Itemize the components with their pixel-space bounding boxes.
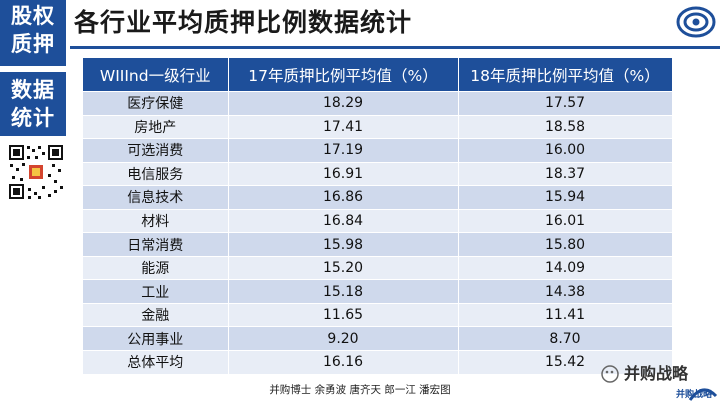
value-2017-cell: 16.84: [228, 208, 459, 233]
brand-logo-icon: [676, 6, 716, 38]
value-2018-cell: 17.57: [458, 91, 673, 116]
page-title: 各行业平均质押比例数据统计: [74, 8, 413, 37]
sidebar-section-line-1: 股权: [11, 4, 55, 28]
industry-cell: 工业: [83, 279, 229, 304]
industry-cell: 日常消费: [83, 232, 229, 257]
column-header-2017: 17年质押比例平均值（%）: [228, 58, 459, 92]
table-row: 信息技术 16.86 15.94: [83, 185, 673, 210]
table-row: 总体平均 16.16 15.42: [83, 350, 673, 374]
value-2017-cell: 15.18: [228, 279, 459, 304]
value-2017-cell: 15.20: [228, 255, 459, 280]
table-row: 工业 15.18 14.38: [83, 279, 673, 304]
value-2018-cell: 14.09: [458, 255, 673, 280]
value-2017-cell: 15.98: [228, 232, 459, 257]
industry-cell: 信息技术: [83, 185, 229, 210]
table-row: 日常消费 15.98 15.80: [83, 232, 673, 257]
author-credits: 并购博士 余勇波 唐齐天 郎一江 潘宏图: [269, 384, 451, 396]
brand-badge-text: 并购战略: [676, 390, 713, 400]
table-row: 金融 11.65 11.41: [83, 302, 673, 327]
column-header-industry: WIIInd一级行业: [83, 58, 229, 92]
sidebar-subsection-line-2: 统计: [11, 106, 55, 130]
value-2018-cell: 18.37: [458, 161, 673, 186]
table-header-row: WIIInd一级行业 17年质押比例平均值（%） 18年质押比例平均值（%）: [83, 58, 673, 92]
industry-pledge-table: WIIInd一级行业 17年质押比例平均值（%） 18年质押比例平均值（%） 医…: [83, 58, 673, 374]
table-row: 公用事业 9.20 8.70: [83, 326, 673, 351]
value-2017-cell: 9.20: [228, 326, 459, 351]
value-2018-cell: 11.41: [458, 302, 673, 327]
value-2018-cell: 8.70: [458, 326, 673, 351]
value-2017-cell: 11.65: [228, 302, 459, 327]
value-2017-cell: 16.91: [228, 161, 459, 186]
industry-cell: 可选消费: [83, 138, 229, 163]
brand-watermark-icon: [601, 365, 718, 401]
title-divider: [70, 46, 720, 49]
value-2018-cell: 14.38: [458, 279, 673, 304]
value-2017-cell: 16.86: [228, 185, 459, 210]
industry-cell: 能源: [83, 255, 229, 280]
value-2018-cell: 15.42: [458, 350, 673, 374]
value-2018-cell: 18.58: [458, 114, 673, 139]
brand-watermark-text: 并购战略: [624, 364, 689, 383]
value-2018-cell: 16.00: [458, 138, 673, 163]
value-2017-cell: 17.41: [228, 114, 459, 139]
sidebar-subsection-tile: 数据 统计: [0, 72, 66, 136]
table-row: 可选消费 17.19 16.00: [83, 138, 673, 163]
value-2017-cell: 16.16: [228, 350, 459, 374]
industry-cell: 医疗保健: [83, 91, 229, 116]
table-row: 能源 15.20 14.09: [83, 255, 673, 280]
value-2017-cell: 18.29: [228, 91, 459, 116]
table-row: 房地产 17.41 18.58: [83, 114, 673, 139]
industry-cell: 材料: [83, 208, 229, 233]
sidebar-section-line-2: 质押: [11, 32, 55, 56]
value-2018-cell: 15.80: [458, 232, 673, 257]
value-2018-cell: 16.01: [458, 208, 673, 233]
value-2018-cell: 15.94: [458, 185, 673, 210]
column-header-2018: 18年质押比例平均值（%）: [458, 58, 673, 92]
sidebar-section-tile: 股权 质押: [0, 0, 66, 66]
sidebar-subsection-line-1: 数据: [11, 78, 55, 102]
table-row: 医疗保健 18.29 17.57: [83, 91, 673, 116]
industry-cell: 电信服务: [83, 161, 229, 186]
table-row: 材料 16.84 16.01: [83, 208, 673, 233]
industry-cell: 公用事业: [83, 326, 229, 351]
table-row: 电信服务 16.91 18.37: [83, 161, 673, 186]
value-2017-cell: 17.19: [228, 138, 459, 163]
industry-cell: 金融: [83, 302, 229, 327]
qr-code-icon: [8, 144, 64, 200]
industry-cell: 总体平均: [83, 350, 229, 374]
industry-cell: 房地产: [83, 114, 229, 139]
